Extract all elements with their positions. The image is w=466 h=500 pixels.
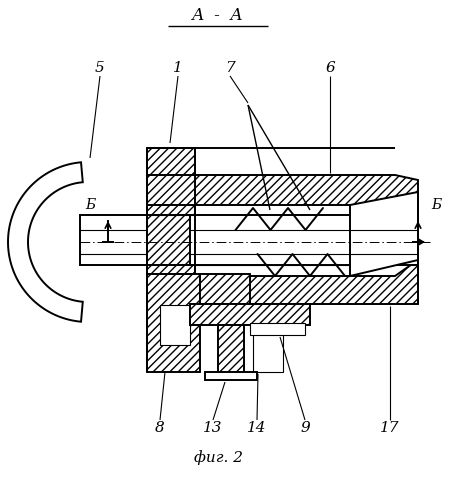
Text: 9: 9 (300, 421, 310, 435)
Text: 6: 6 (325, 61, 335, 75)
Text: А  -  А: А - А (192, 7, 244, 24)
Text: Б: Б (85, 198, 95, 212)
Polygon shape (253, 332, 283, 372)
Polygon shape (350, 192, 423, 276)
Polygon shape (147, 175, 418, 205)
Polygon shape (147, 274, 200, 372)
Polygon shape (80, 215, 418, 265)
Polygon shape (160, 305, 190, 345)
Text: фиг. 2: фиг. 2 (193, 450, 242, 466)
Text: 5: 5 (95, 61, 105, 75)
Text: 17: 17 (380, 421, 400, 435)
Polygon shape (190, 304, 310, 325)
Text: 1: 1 (173, 61, 183, 75)
Text: Б: Б (431, 198, 441, 212)
Polygon shape (147, 148, 195, 274)
Polygon shape (250, 323, 305, 335)
Polygon shape (205, 372, 257, 380)
Text: 13: 13 (203, 421, 223, 435)
Polygon shape (147, 215, 190, 265)
Text: 7: 7 (225, 61, 235, 75)
Polygon shape (195, 260, 418, 304)
Text: 14: 14 (247, 421, 267, 435)
Polygon shape (200, 274, 250, 304)
Text: 8: 8 (155, 421, 165, 435)
Polygon shape (8, 162, 83, 322)
Polygon shape (218, 325, 244, 372)
